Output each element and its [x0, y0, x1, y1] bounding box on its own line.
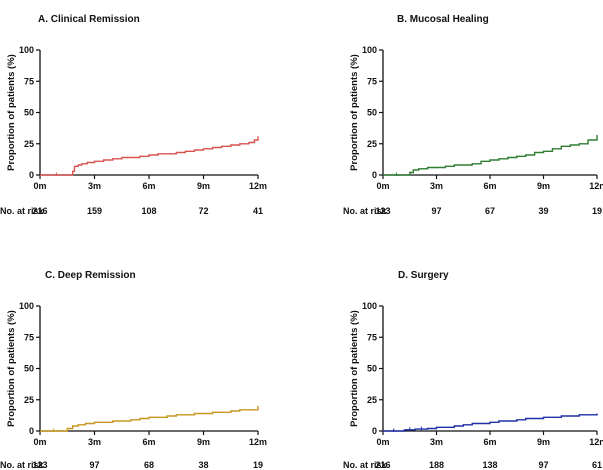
risk-table-label: No. at risk	[343, 460, 388, 470]
risk-value: 138	[482, 460, 497, 470]
y-axis-label: Proportion of patients (%)	[6, 310, 17, 427]
y-tick-label: 0	[29, 426, 34, 436]
risk-table-label: No. at risk	[343, 206, 388, 216]
risk-table-label: No. at risk	[0, 460, 45, 470]
y-tick-label: 50	[367, 108, 377, 118]
risk-value: 61	[592, 460, 602, 470]
y-tick-label: 0	[372, 170, 377, 180]
y-tick-label: 100	[362, 301, 377, 311]
risk-value: 108	[141, 206, 156, 216]
y-tick-label: 50	[367, 364, 377, 374]
risk-value: 123	[32, 460, 47, 470]
chart-title: B. Mucosal Healing	[397, 14, 489, 25]
risk-value: 97	[538, 460, 548, 470]
risk-table-label: No. at risk	[0, 206, 45, 216]
x-tick-label: 6m	[483, 181, 496, 191]
x-tick-label: 9m	[197, 181, 210, 191]
chart-panel-3: D. Surgery Proportion of patients (%) 0 25 5…	[343, 270, 603, 470]
risk-value: 97	[431, 206, 441, 216]
x-tick-label: 0m	[33, 437, 46, 447]
chart-title: A. Clinical Remission	[38, 14, 140, 25]
chart-panel-0: A. Clinical Remission Proportion of patie…	[0, 14, 267, 216]
km-curve	[383, 135, 598, 176]
risk-value: 19	[592, 206, 602, 216]
x-tick-label: 3m	[88, 437, 101, 447]
risk-value: 97	[89, 460, 99, 470]
y-axis-label: Proportion of patients (%)	[6, 54, 17, 171]
risk-value: 39	[538, 206, 548, 216]
x-tick-label: 3m	[430, 437, 443, 447]
risk-value: 216	[32, 206, 47, 216]
chart-panel-2: C. Deep Remission Proportion of patients …	[0, 270, 267, 470]
chart-title: D. Surgery	[398, 270, 449, 281]
x-tick-label: 3m	[88, 181, 101, 191]
x-tick-label: 0m	[376, 181, 389, 191]
y-tick-label: 75	[24, 76, 34, 86]
chart-panel-1: B. Mucosal Healing Proportion of patients…	[343, 14, 603, 216]
x-tick-label: 12m	[249, 181, 267, 191]
y-tick-label: 25	[367, 139, 377, 149]
y-tick-label: 75	[367, 332, 377, 342]
risk-value: 188	[429, 460, 444, 470]
y-tick-label: 75	[24, 332, 34, 342]
risk-value: 123	[375, 206, 390, 216]
km-curve	[40, 406, 259, 432]
km-curve	[40, 136, 259, 176]
x-tick-label: 12n	[589, 181, 603, 191]
risk-value: 19	[253, 460, 263, 470]
chart-title: C. Deep Remission	[45, 270, 136, 281]
x-tick-label: 6m	[142, 181, 155, 191]
y-tick-label: 50	[24, 108, 34, 118]
y-axis-label: Proportion of patients (%)	[349, 310, 360, 427]
y-tick-label: 100	[19, 45, 34, 55]
x-tick-label: 12m	[249, 437, 267, 447]
x-tick-label: 6m	[142, 437, 155, 447]
risk-value: 216	[375, 460, 390, 470]
risk-value: 72	[198, 206, 208, 216]
x-tick-label: 9m	[537, 437, 550, 447]
y-tick-label: 25	[24, 395, 34, 405]
x-tick-label: 12n	[589, 437, 603, 447]
x-tick-label: 6m	[483, 437, 496, 447]
risk-value: 38	[198, 460, 208, 470]
x-tick-label: 9m	[197, 437, 210, 447]
x-tick-label: 0m	[376, 437, 389, 447]
risk-value: 41	[253, 206, 263, 216]
y-tick-label: 50	[24, 364, 34, 374]
x-tick-label: 9m	[537, 181, 550, 191]
y-tick-label: 25	[367, 395, 377, 405]
y-tick-label: 100	[19, 301, 34, 311]
risk-value: 68	[144, 460, 154, 470]
km-curve	[383, 413, 598, 432]
x-tick-label: 0m	[33, 181, 46, 191]
y-tick-label: 0	[372, 426, 377, 436]
y-axis-label: Proportion of patients (%)	[349, 54, 360, 171]
y-tick-label: 25	[24, 139, 34, 149]
risk-value: 159	[87, 206, 102, 216]
y-tick-label: 0	[29, 170, 34, 180]
x-tick-label: 3m	[430, 181, 443, 191]
risk-value: 67	[485, 206, 495, 216]
y-tick-label: 100	[362, 45, 377, 55]
y-tick-label: 75	[367, 76, 377, 86]
